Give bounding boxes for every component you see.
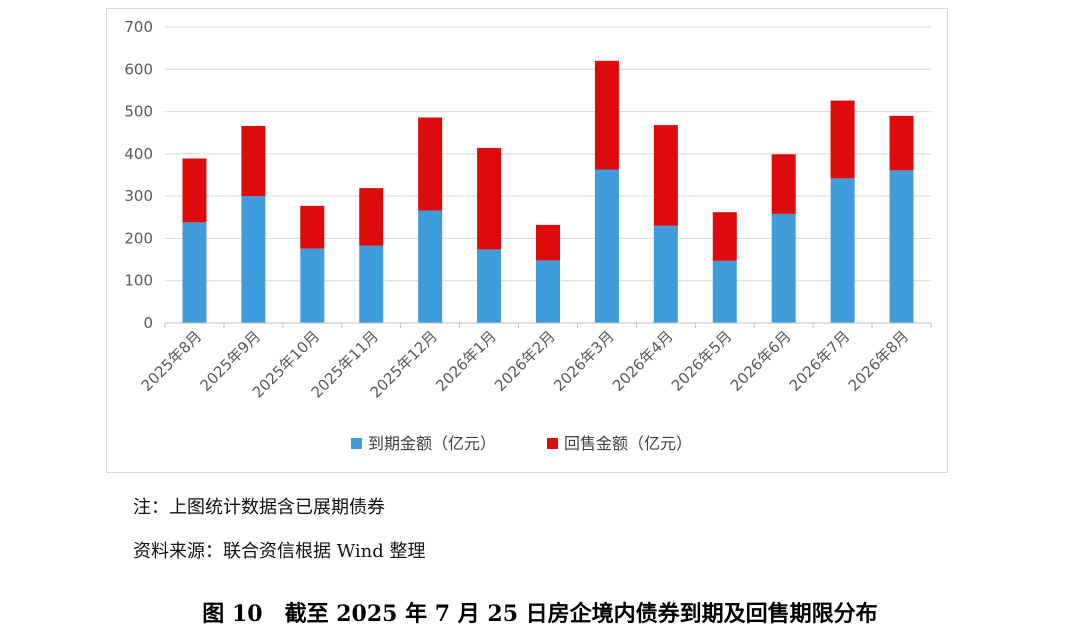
- bar-putback: [418, 117, 443, 211]
- y-tick-label: 300: [124, 187, 153, 205]
- x-tick-label: 2026年5月: [668, 327, 736, 395]
- figure-caption: 图 10 截至 2025 年 7 月 25 日房企境内债券到期及回售期限分布: [202, 601, 878, 627]
- bar-maturity: [241, 196, 266, 323]
- bar-putback: [889, 115, 914, 171]
- bar-maturity: [536, 260, 560, 323]
- legend-swatch: [547, 438, 558, 449]
- bar-maturity: [889, 170, 914, 323]
- chart-note: 注：上图统计数据含已展期债券: [133, 497, 385, 518]
- y-tick-label: 500: [124, 103, 153, 121]
- x-tick-label: 2026年7月: [786, 327, 854, 395]
- bar-maturity: [594, 169, 619, 323]
- x-tick-label: 2026年1月: [432, 327, 500, 395]
- chart-frame: 0 100 200 300 400 500 600 700 2025年8月 2025年9月 2025…: [106, 8, 948, 473]
- bar-putback: [830, 100, 855, 179]
- x-tick-label: 2026年8月: [845, 327, 913, 395]
- legend-label: 回售金额（亿元）: [564, 434, 692, 453]
- y-tick-label: 400: [124, 145, 153, 163]
- bar-putback: [771, 154, 796, 214]
- bar-maturity: [418, 210, 443, 323]
- legend-swatch: [351, 438, 362, 449]
- bar-putback: [359, 188, 384, 246]
- bar-putback: [241, 125, 266, 197]
- bar-putback: [594, 60, 619, 170]
- legend-label: 到期金额（亿元）: [368, 434, 496, 453]
- bar-putback: [182, 158, 207, 223]
- stacked-bar-chart: 01002003004005006007002025年8月2025年9月2025…: [124, 18, 932, 453]
- bar-putback: [300, 205, 325, 249]
- x-tick-label: 2025年8月: [138, 327, 206, 395]
- x-tick-label: 2026年2月: [491, 327, 559, 395]
- data-source-note: 资料来源：联合资信根据 Wind 整理: [133, 541, 426, 562]
- y-tick-label: 0: [143, 314, 153, 332]
- bar-maturity: [830, 178, 855, 323]
- bar-maturity: [359, 245, 384, 323]
- bar-putback: [477, 147, 502, 250]
- x-tick-label: 2026年6月: [727, 327, 795, 395]
- bar-maturity: [653, 225, 678, 323]
- y-tick-label: 700: [124, 18, 153, 36]
- bar-putback: [653, 125, 678, 226]
- bar-maturity: [477, 249, 502, 323]
- bar-putback: [536, 224, 560, 261]
- x-tick-label: 2026年3月: [550, 327, 618, 395]
- y-tick-label: 100: [124, 272, 153, 290]
- bar-maturity: [182, 222, 207, 323]
- bar-putback: [712, 212, 737, 261]
- y-tick-label: 600: [124, 60, 153, 78]
- bar-maturity: [771, 213, 796, 323]
- bar-maturity: [300, 248, 325, 323]
- bar-maturity: [712, 260, 737, 323]
- y-tick-label: 200: [124, 229, 153, 247]
- x-tick-label: 2026年4月: [609, 327, 677, 395]
